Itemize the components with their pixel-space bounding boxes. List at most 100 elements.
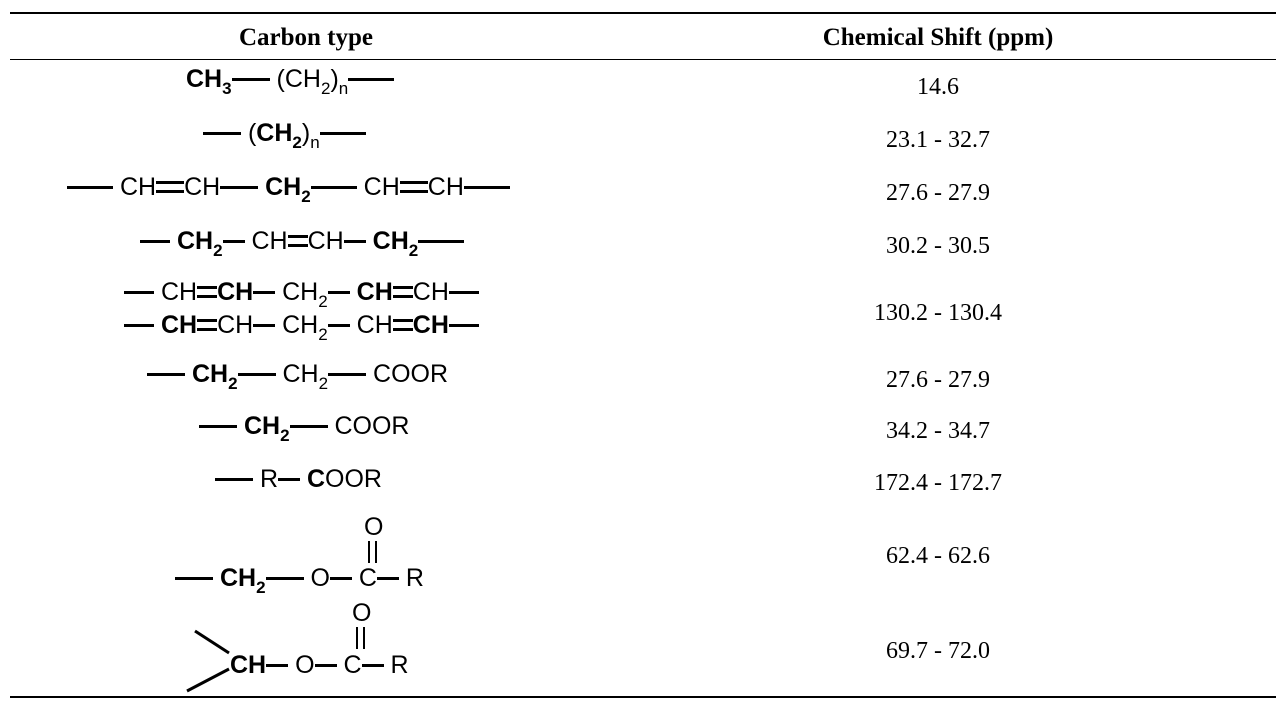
formula-row-5b: CH CH CH2 CH CH: [124, 311, 479, 343]
atom: CH: [412, 278, 449, 306]
single-bond: [265, 576, 304, 580]
single-bond: [327, 323, 350, 327]
shift-row-9: 62.4 - 62.6: [886, 543, 990, 569]
single-bond: [278, 477, 301, 481]
formula-row-8: R COOR: [215, 467, 382, 493]
atom: COOR: [373, 360, 449, 388]
single-bond: [147, 372, 185, 376]
single-bond: [231, 77, 270, 81]
shift-row-1: 14.6: [917, 74, 959, 100]
atom: C: [343, 651, 362, 679]
single-bond: [328, 372, 367, 376]
subscript: 2: [318, 325, 328, 344]
atom: CH: [282, 360, 319, 388]
atom: CH: [243, 412, 281, 440]
atom: R: [390, 651, 409, 679]
single-bond: [348, 77, 395, 81]
double-bond: [392, 319, 413, 332]
formula-row-6: CH2 CH2 COOR: [147, 360, 449, 392]
single-bond: [237, 372, 276, 376]
atom: CH: [230, 651, 267, 679]
header-bottom-rule: [10, 59, 1276, 60]
single-bond: [203, 131, 241, 135]
single-bond: [253, 290, 276, 294]
carbonyl-oxygen: O: [364, 513, 384, 541]
atom: CH: [282, 278, 319, 306]
single-bond: [199, 424, 237, 428]
single-bond: [418, 239, 465, 243]
atom: CH: [160, 311, 198, 339]
atom: CH: [219, 564, 257, 592]
double-bond: [392, 286, 413, 299]
subscript: 2: [318, 292, 328, 311]
atom: COOR: [334, 412, 410, 440]
shift-row-8: 172.4 - 172.7: [874, 470, 1002, 496]
formula-row-4: CH2 CH CH CH2: [140, 227, 465, 259]
formula-row-1: CH3 (CH2)n: [186, 65, 395, 97]
subscript: 2: [280, 426, 290, 445]
shift-row-4: 30.2 - 30.5: [886, 233, 990, 259]
single-bond: [124, 290, 154, 294]
double-bond: [287, 235, 308, 248]
subscript: 2: [292, 133, 302, 152]
paren: (: [247, 119, 257, 147]
atom: O: [310, 564, 330, 592]
paren: ): [301, 119, 311, 147]
single-bond: [220, 185, 259, 189]
single-bond: [329, 576, 352, 580]
single-bond: [222, 239, 245, 243]
atom: CH: [119, 173, 157, 201]
single-bond: [343, 239, 366, 243]
atom: CH: [191, 360, 229, 388]
single-bond: [448, 323, 479, 327]
atom: CH: [256, 119, 293, 147]
atom: CH: [284, 65, 321, 93]
formula-row-3: CH CH CH2 CH CH: [67, 173, 510, 205]
atom: CH: [184, 173, 221, 201]
atom: CH: [363, 173, 400, 201]
shift-row-6: 27.6 - 27.9: [886, 367, 990, 393]
double-bond: [197, 319, 218, 332]
atom: CH: [217, 311, 254, 339]
carbonyl-double-bond: [375, 541, 377, 563]
subscript: 2: [320, 79, 331, 98]
double-bond: [197, 286, 218, 299]
carbonyl-oxygen: O: [352, 599, 372, 627]
formula-row-10: CH O C R: [230, 653, 409, 679]
subscript: n: [310, 133, 320, 152]
single-bond: [314, 663, 337, 667]
single-bond: [289, 424, 328, 428]
atom: CH: [251, 227, 288, 255]
single-bond: [124, 323, 154, 327]
atom: CH: [160, 278, 198, 306]
atom: CH: [176, 227, 214, 255]
carbonyl-double-bond: [368, 541, 370, 563]
atom: CH: [217, 278, 254, 306]
atom: C: [358, 564, 377, 592]
single-bond: [266, 663, 289, 667]
atom: O: [295, 651, 315, 679]
single-bond: [67, 185, 113, 189]
shift-row-5: 130.2 - 130.4: [874, 300, 1002, 326]
atom: R: [405, 564, 424, 592]
atom: CH: [427, 173, 464, 201]
formula-row-7: CH2 COOR: [199, 412, 410, 444]
single-bond: [319, 131, 366, 135]
subscript: n: [338, 79, 349, 98]
single-bond: [361, 663, 384, 667]
header-carbon-type: Carbon type: [238, 24, 374, 51]
table-bottom-rule: [10, 696, 1276, 698]
subscript: 2: [256, 578, 266, 597]
subscript: 2: [301, 187, 311, 206]
atom: CH: [186, 65, 223, 93]
shift-row-2: 23.1 - 32.7: [886, 127, 990, 153]
single-bond: [253, 323, 276, 327]
double-bond: [156, 181, 185, 194]
single-bond: [463, 185, 510, 189]
subscript: 2: [213, 241, 223, 260]
shift-row-10: 69.7 - 72.0: [886, 638, 990, 664]
single-bond: [448, 290, 479, 294]
subscript: 2: [228, 374, 238, 393]
single-bond: [175, 576, 213, 580]
